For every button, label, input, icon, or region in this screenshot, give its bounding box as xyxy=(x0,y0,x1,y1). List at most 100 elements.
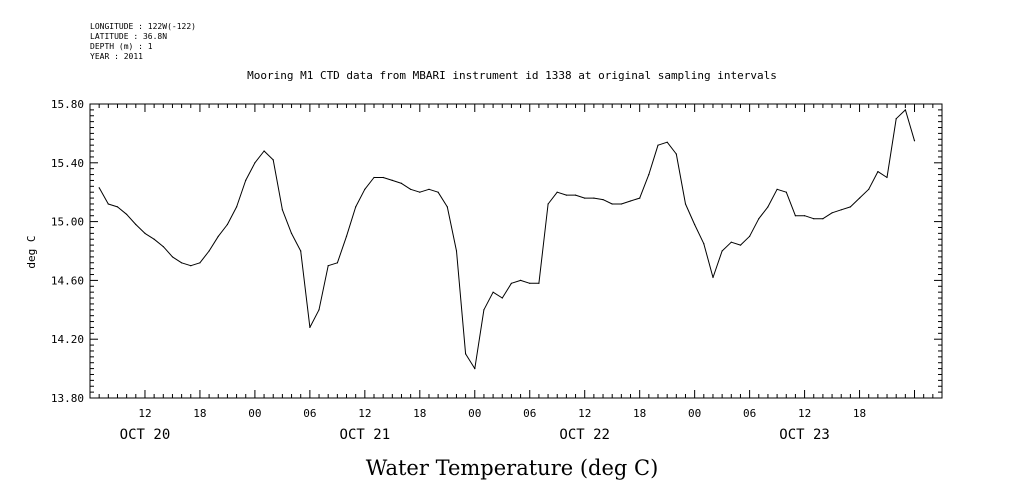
data-point xyxy=(391,179,393,181)
y-tick-label: 15.40 xyxy=(51,157,84,170)
data-point xyxy=(162,246,164,248)
data-point xyxy=(913,140,916,142)
y-axis-label: deg C xyxy=(25,235,38,268)
data-point xyxy=(272,159,274,161)
data-point xyxy=(520,279,522,281)
data-point xyxy=(501,297,503,299)
data-point xyxy=(428,188,430,190)
data-point xyxy=(721,250,723,252)
data-point xyxy=(135,223,137,226)
metadata-latitude: LATITUDE : 36.8N xyxy=(90,32,168,41)
data-point xyxy=(822,218,824,220)
metadata-year: YEAR : 2011 xyxy=(90,52,143,61)
data-point xyxy=(437,191,439,193)
data-point xyxy=(263,150,265,152)
x-day-label: OCT 23 xyxy=(779,427,830,443)
data-point xyxy=(538,282,540,284)
data-point xyxy=(849,206,852,208)
data-point xyxy=(611,203,613,205)
data-point xyxy=(547,203,549,205)
data-point xyxy=(465,353,467,355)
data-point xyxy=(694,223,696,226)
x-tick-label: 06 xyxy=(743,407,756,420)
x-tick-label: 18 xyxy=(413,407,426,420)
plot-frame xyxy=(89,103,943,399)
data-point xyxy=(245,179,247,181)
data-point xyxy=(593,197,595,199)
x-tick-label: 06 xyxy=(523,407,536,420)
data-point xyxy=(703,243,705,245)
data-point xyxy=(483,309,485,311)
data-point xyxy=(813,218,815,220)
data-point xyxy=(236,206,238,208)
x-tick-label: 18 xyxy=(193,407,206,420)
data-point xyxy=(794,215,797,217)
x-day-label: OCT 21 xyxy=(340,427,391,443)
data-point xyxy=(318,309,320,311)
x-tick-label: 12 xyxy=(138,407,151,420)
data-point xyxy=(666,141,668,143)
data-point xyxy=(410,188,412,190)
data-point xyxy=(629,200,632,202)
data-point xyxy=(620,203,623,205)
data-point xyxy=(98,187,100,189)
data-point xyxy=(492,291,494,293)
data-point xyxy=(574,194,577,196)
data-point xyxy=(254,162,256,164)
data-point xyxy=(684,203,687,205)
data-point xyxy=(749,235,751,237)
data-point xyxy=(529,282,531,284)
y-tick-label: 15.00 xyxy=(51,216,84,229)
data-point xyxy=(373,176,375,179)
metadata-depth: DEPTH (m) : 1 xyxy=(90,42,153,51)
data-point xyxy=(382,176,384,179)
y-tick-label: 14.20 xyxy=(51,333,84,346)
data-point xyxy=(758,218,760,220)
data-point xyxy=(657,144,659,146)
data-point xyxy=(355,206,357,208)
data-point xyxy=(364,188,366,190)
x-day-label: OCT 20 xyxy=(120,427,171,443)
data-point xyxy=(300,250,302,252)
data-point xyxy=(712,276,714,279)
data-point xyxy=(226,223,228,226)
data-point xyxy=(565,194,568,196)
x-tick-label: 12 xyxy=(358,407,371,420)
data-point xyxy=(171,256,174,258)
data-point xyxy=(904,109,907,111)
data-point xyxy=(895,118,897,120)
x-tick-label: 12 xyxy=(578,407,591,420)
x-tick-label: 18 xyxy=(633,407,646,420)
data-point xyxy=(556,191,558,193)
data-point xyxy=(290,232,293,234)
data-point xyxy=(858,197,861,199)
series-line-0 xyxy=(98,109,915,370)
x-axis-label: Water Temperature (deg C) xyxy=(366,456,659,480)
data-point xyxy=(730,241,732,243)
data-point xyxy=(831,212,833,214)
data-point xyxy=(190,265,192,267)
data-point xyxy=(107,203,109,205)
data-point xyxy=(877,171,879,173)
x-tick-label: 06 xyxy=(303,407,316,420)
data-point xyxy=(336,262,338,264)
data-point xyxy=(217,235,219,237)
chart-title: Mooring M1 CTD data from MBARI instrumen… xyxy=(247,69,777,82)
data-point xyxy=(739,244,742,246)
series-layer xyxy=(98,109,916,370)
data-point xyxy=(455,250,458,252)
data-point xyxy=(868,188,870,190)
data-point xyxy=(419,191,421,193)
data-point xyxy=(675,153,677,155)
axes-group: 13.80 14.20 14.60 15.00 15.40 15.80 12 18 00 06 12… xyxy=(51,98,943,443)
data-point xyxy=(281,209,283,211)
data-point xyxy=(144,232,146,234)
data-point xyxy=(181,262,183,264)
y-tick-label: 13.80 xyxy=(51,392,84,405)
data-point xyxy=(327,265,329,267)
data-point xyxy=(510,282,512,284)
data-point xyxy=(804,215,806,217)
data-point xyxy=(309,326,311,328)
x-tick-label: 00 xyxy=(468,407,481,420)
